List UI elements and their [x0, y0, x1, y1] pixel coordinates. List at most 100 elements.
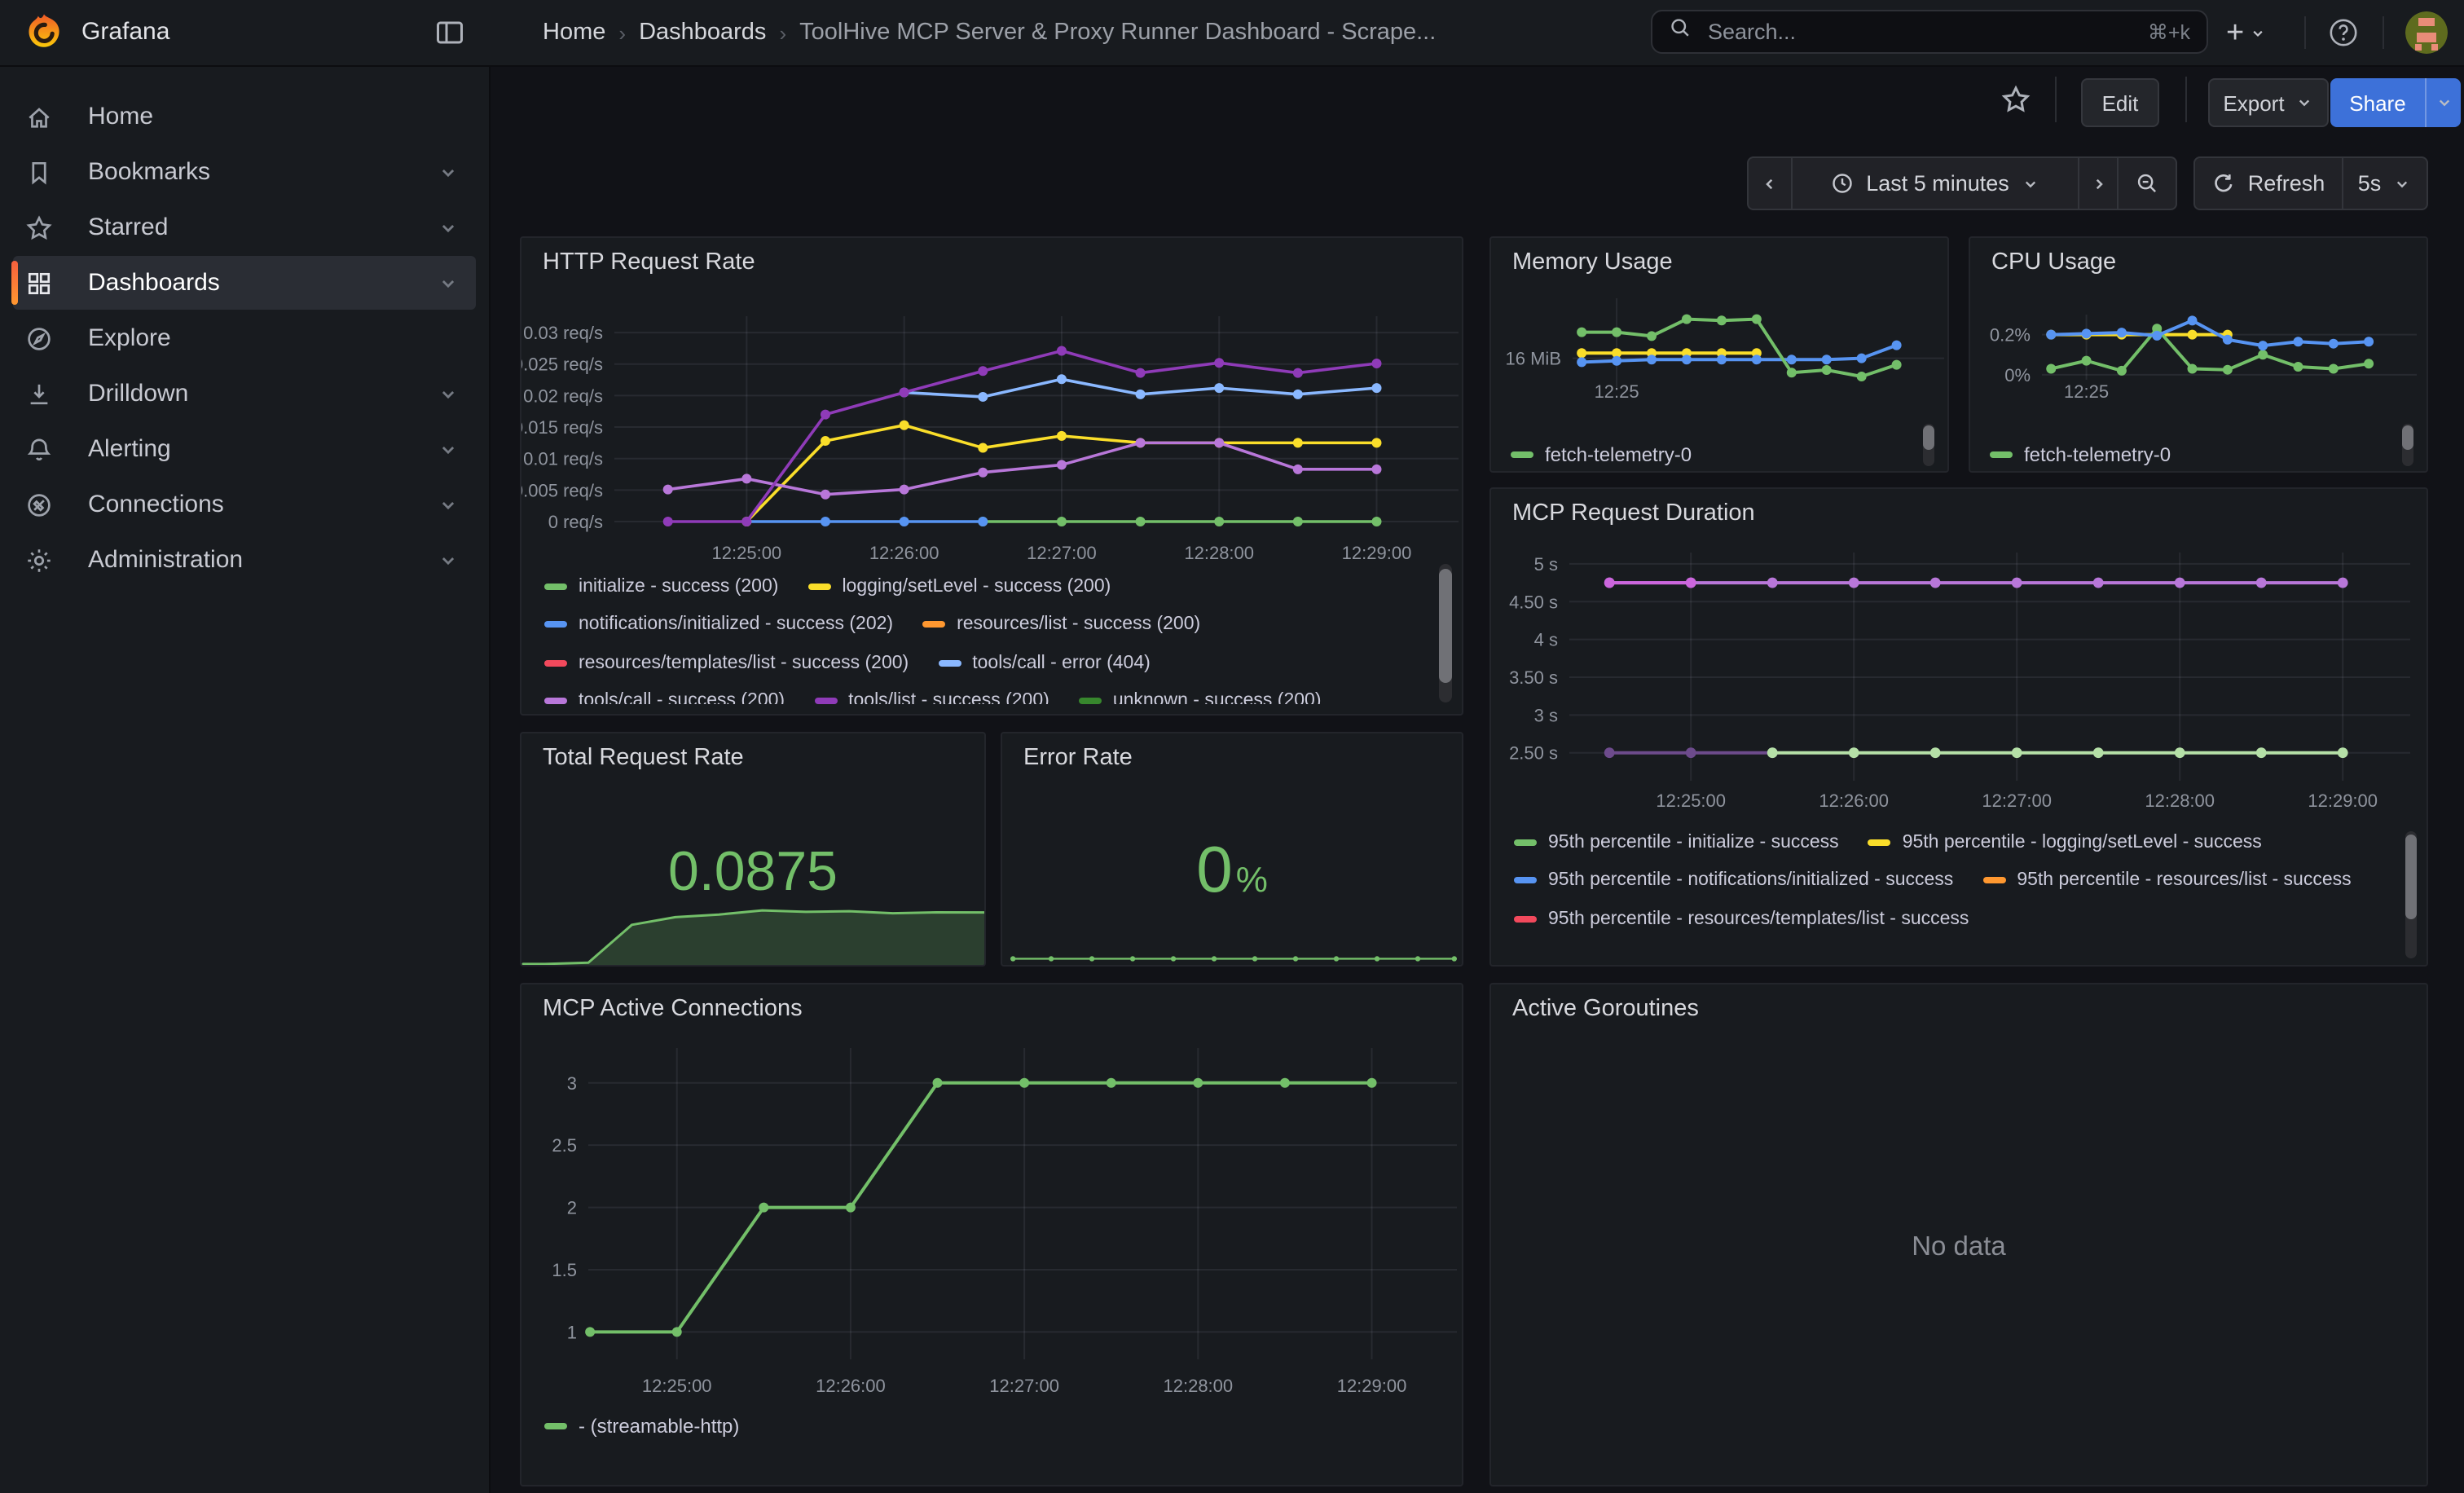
legend-item[interactable]: initialize - success (200) [544, 567, 778, 606]
legend-item[interactable]: 95th percentile - logging/setLevel - suc… [1868, 823, 2262, 861]
svg-text:1.5: 1.5 [552, 1260, 577, 1280]
legend-scrollbar[interactable] [1923, 424, 1934, 466]
svg-text:3 s: 3 s [1534, 705, 1558, 725]
panel-http-request-rate: HTTP Request Rate 0 req/s 0.005 req/s 0.01… [520, 236, 1463, 716]
export-button[interactable]: Export [2208, 78, 2329, 127]
chevron-down-icon [442, 390, 455, 399]
add-new-button[interactable]: + [2226, 0, 2267, 65]
svg-text:2: 2 [567, 1198, 577, 1218]
sidebar-item-home[interactable]: Home [13, 90, 476, 143]
search-box[interactable]: ⌘+k [1651, 10, 2208, 54]
legend-item[interactable]: fetch-telemetry-0 [1990, 440, 2171, 468]
chevron-down-icon [442, 169, 455, 177]
total-request-rate-value: 0.0875 [668, 841, 838, 903]
legend-swatch [1868, 839, 1891, 846]
plug-icon [28, 493, 51, 516]
refresh-interval-select[interactable]: 5s [2342, 158, 2427, 209]
http-request-rate-chart: 0 req/s 0.005 req/s 0.01 req/s 0.015 req/s 0… [521, 316, 1459, 563]
sidebar-item-label: Bookmarks [88, 158, 211, 186]
refresh-button[interactable]: Refresh [2195, 158, 2342, 209]
legend-item[interactable]: resources/templates/list - success (200) [544, 644, 909, 682]
sidebar-nav: Home Bookmarks Starred Dashboards Explore Dri… [0, 65, 491, 1493]
chevron-down-icon [2397, 180, 2408, 187]
sidebar-item-label: Administration [88, 546, 244, 574]
legend-scrollbar[interactable] [2405, 831, 2417, 958]
legend-item[interactable]: tools/list - success (200) [814, 682, 1049, 704]
svg-text:0.005 req/s: 0.005 req/s [521, 480, 603, 500]
legend-item[interactable]: 95th percentile - notifications/initiali… [1514, 861, 1953, 900]
sidebar-item-administration[interactable]: Administration [13, 533, 476, 587]
panel-title[interactable]: Error Rate [1023, 745, 1133, 771]
refresh-icon [2215, 174, 2233, 192]
sidebar-item-explore[interactable]: Explore [13, 311, 476, 365]
panel-title[interactable]: CPU Usage [1991, 249, 2117, 275]
panel-cpu-usage: CPU Usage 0.2% 0% 12:25 fetch-telemetry-0 [1969, 236, 2428, 473]
chart-legend: fetch-telemetry-0 [1511, 440, 1692, 468]
brand-title[interactable]: Grafana [81, 18, 170, 46]
zoom-out-button[interactable] [2117, 158, 2176, 209]
legend-label: tools/call - error (404) [972, 653, 1151, 673]
panel-title[interactable]: MCP Active Connections [543, 996, 803, 1022]
legend-label: 95th percentile - resources/templates/li… [1548, 909, 1969, 929]
panel-mcp-request-duration: MCP Request Duration 5 s 4.50 s 4 s 3.50 s 3… [1489, 487, 2428, 967]
panel-total-request-rate: Total Request Rate 0.0875 [520, 732, 986, 967]
legend-item[interactable]: tools/call - error (404) [938, 644, 1151, 682]
avatar[interactable] [2405, 11, 2448, 54]
share-options-caret[interactable] [2425, 78, 2461, 127]
legend-item[interactable]: resources/list - success (200) [922, 606, 1200, 644]
legend-label: fetch-telemetry-0 [1545, 443, 1692, 465]
favorite-star-icon[interactable] [2000, 83, 2032, 116]
svg-text:3.50 s: 3.50 s [1509, 667, 1558, 688]
legend-label: unknown - success (200) [1112, 691, 1322, 705]
legend-item[interactable]: 95th percentile - resources/templates/li… [1514, 900, 1969, 938]
time-shift-back-button[interactable] [1749, 158, 1791, 209]
help-icon[interactable] [2327, 16, 2360, 49]
svg-text:12:25:00: 12:25:00 [642, 1376, 712, 1396]
legend-scrollbar[interactable] [2402, 424, 2413, 466]
chevron-down-icon [2025, 180, 2035, 187]
svg-text:2.50 s: 2.50 s [1509, 743, 1558, 764]
legend-item[interactable]: tools/call - success (200) [544, 682, 785, 704]
sidebar-toggle-icon[interactable] [433, 16, 466, 49]
time-range-picker[interactable]: Last 5 minutes [1791, 158, 2078, 209]
svg-text:12:26:00: 12:26:00 [869, 543, 939, 563]
share-button[interactable]: Share [2330, 78, 2425, 127]
panel-title[interactable]: Memory Usage [1512, 249, 1673, 275]
legend-label: tools/list - success (200) [848, 691, 1049, 705]
legend-item[interactable]: 95th percentile - initialize - success [1514, 823, 1839, 861]
legend-swatch [807, 583, 831, 590]
legend-scrollbar[interactable] [1439, 564, 1452, 702]
sidebar-item-label: Starred [88, 214, 169, 241]
legend-swatch [1982, 877, 2006, 884]
legend-swatch [922, 621, 946, 628]
time-shift-forward-button[interactable] [2078, 158, 2117, 209]
grid-icon [28, 271, 51, 294]
legend-item[interactable]: 95th percentile - resources/list - succe… [1982, 861, 2352, 900]
sidebar-item-bookmarks[interactable]: Bookmarks [13, 145, 476, 199]
sidebar-item-dashboards[interactable]: Dashboards [11, 256, 476, 310]
panel-title[interactable]: Total Request Rate [543, 745, 744, 771]
legend-item[interactable]: unknown - success (200) [1078, 682, 1322, 705]
edit-button[interactable]: Edit [2081, 78, 2159, 127]
sidebar-item-starred[interactable]: Starred [13, 200, 476, 254]
svg-text:12:29:00: 12:29:00 [1342, 543, 1412, 563]
sidebar-item-connections[interactable]: Connections [13, 478, 476, 531]
svg-text:12:28:00: 12:28:00 [2145, 791, 2215, 811]
panel-title[interactable]: HTTP Request Rate [543, 249, 755, 275]
search-input[interactable] [1705, 18, 2135, 46]
legend-item[interactable]: - (streamable-http) [544, 1412, 739, 1439]
legend-item[interactable]: notifications/initialized - success (202… [544, 606, 893, 644]
refresh-interval-value: 5s [2357, 171, 2382, 196]
breadcrumb-item[interactable]: Dashboards [639, 20, 767, 46]
panel-title[interactable]: Active Goroutines [1512, 996, 1699, 1022]
panel-title[interactable]: MCP Request Duration [1512, 500, 1755, 526]
sidebar-item-alerting[interactable]: Alerting [13, 422, 476, 476]
legend-item[interactable]: logging/setLevel - success (200) [807, 567, 1111, 606]
grafana-logo-icon[interactable] [23, 11, 65, 62]
breadcrumb-item[interactable]: Home [543, 20, 606, 46]
legend-swatch [544, 659, 567, 667]
legend-item[interactable]: fetch-telemetry-0 [1511, 440, 1692, 468]
sidebar-item-drilldown[interactable]: Drilldown [13, 367, 476, 421]
svg-text:0.02 req/s: 0.02 req/s [523, 385, 603, 406]
breadcrumb-separator: › [618, 20, 627, 45]
